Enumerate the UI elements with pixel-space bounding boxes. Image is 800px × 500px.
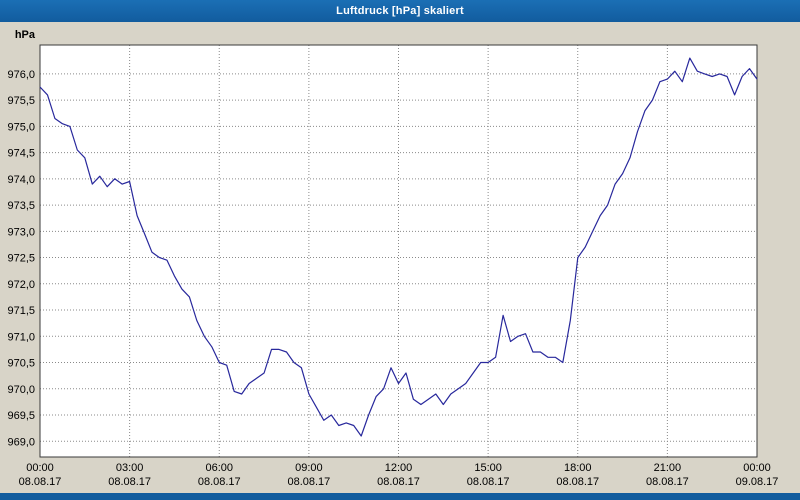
svg-text:08.08.17: 08.08.17	[377, 476, 420, 488]
svg-text:975,0: 975,0	[7, 121, 35, 133]
chart-region: 976,0 975,5 975,0 974,5 974,0 973,5 973,0 972,5…	[0, 22, 800, 493]
svg-text:972,0: 972,0	[7, 279, 35, 291]
svg-text:18:00: 18:00	[564, 462, 592, 474]
svg-text:21:00: 21:00	[654, 462, 682, 474]
svg-text:08.08.17: 08.08.17	[108, 476, 151, 488]
svg-text:06:00: 06:00	[205, 462, 233, 474]
svg-text:12:00: 12:00	[385, 462, 413, 474]
svg-text:974,0: 974,0	[7, 174, 35, 186]
svg-text:974,5: 974,5	[7, 148, 35, 160]
svg-text:00:00: 00:00	[26, 462, 54, 474]
svg-text:08.08.17: 08.08.17	[646, 476, 689, 488]
svg-text:03:00: 03:00	[116, 462, 144, 474]
pressure-line-chart: 976,0 975,5 975,0 974,5 974,0 973,5 973,0 972,5…	[7, 29, 779, 488]
svg-text:08.08.17: 08.08.17	[556, 476, 599, 488]
svg-text:970,0: 970,0	[7, 384, 35, 396]
svg-text:970,5: 970,5	[7, 358, 35, 370]
svg-text:08.08.17: 08.08.17	[287, 476, 330, 488]
svg-text:09.08.17: 09.08.17	[736, 476, 779, 488]
svg-text:973,0: 973,0	[7, 226, 35, 238]
svg-text:08.08.17: 08.08.17	[19, 476, 62, 488]
svg-text:976,0: 976,0	[7, 69, 35, 81]
svg-text:969,5: 969,5	[7, 410, 35, 422]
svg-text:00:00: 00:00	[743, 462, 771, 474]
svg-text:973,5: 973,5	[7, 200, 35, 212]
svg-text:hPa: hPa	[15, 29, 36, 41]
title-bar[interactable]: Luftdruck [hPa] skaliert	[0, 0, 800, 22]
svg-text:969,0: 969,0	[7, 436, 35, 448]
svg-text:08.08.17: 08.08.17	[198, 476, 241, 488]
window-title: Luftdruck [hPa] skaliert	[336, 5, 464, 17]
svg-text:971,5: 971,5	[7, 305, 35, 317]
svg-text:975,5: 975,5	[7, 95, 35, 107]
svg-text:971,0: 971,0	[7, 331, 35, 343]
svg-text:09:00: 09:00	[295, 462, 323, 474]
svg-text:972,5: 972,5	[7, 253, 35, 265]
svg-text:08.08.17: 08.08.17	[467, 476, 510, 488]
svg-text:15:00: 15:00	[474, 462, 502, 474]
bottom-border	[0, 493, 800, 500]
